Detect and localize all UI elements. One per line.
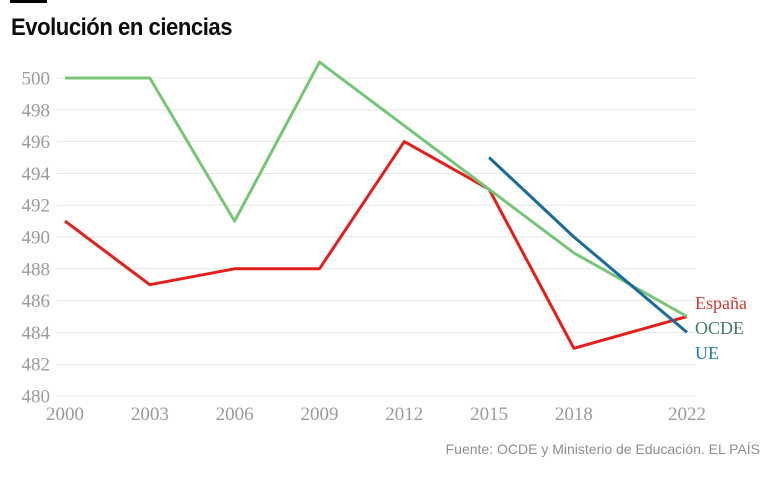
y-tick-label: 492 [22,196,51,217]
series-line-españa [64,140,688,350]
x-tick-label: 2006 [216,404,254,425]
x-tick-label: 2003 [131,404,169,425]
y-tick-label: 484 [22,323,51,344]
y-tick-label: 482 [22,355,51,376]
chart-legend: España OCDE UE [695,0,780,485]
x-tick-label: 2015 [470,404,508,425]
legend-label-ocde: OCDE [695,318,744,338]
y-tick-label: 498 [22,100,51,121]
x-tick-label: 2018 [555,404,593,425]
top-rule [10,0,47,3]
x-tick-label: 2000 [46,404,84,425]
y-tick-label: 488 [22,259,51,280]
x-axis-labels: 2000 2003 2006 2009 2012 2015 2018 2022 [46,404,706,425]
y-tick-label: 494 [22,164,51,185]
y-tick-label: 496 [22,132,51,153]
y-axis-labels: 480 482 484 486 488 490 492 494 496 498 500 [22,69,51,408]
x-tick-label: 2009 [300,404,338,425]
y-tick-label: 486 [22,291,51,312]
x-tick-label: 2012 [385,404,423,425]
legend-label-espana: España [695,293,747,313]
y-tick-label: 480 [22,387,51,408]
y-tick-label: 490 [22,228,51,249]
source-note: Fuente: OCDE y Ministerio de Educación. … [445,441,760,457]
gridlines-group [57,77,696,397]
legend-label-ue: UE [695,343,719,363]
y-tick-label: 500 [22,69,51,90]
series-line-ocde [65,60,688,318]
x-tick-label: 2022 [668,404,706,425]
page-title: Evolución en ciencias [11,14,233,41]
series-line-ue [488,156,688,334]
